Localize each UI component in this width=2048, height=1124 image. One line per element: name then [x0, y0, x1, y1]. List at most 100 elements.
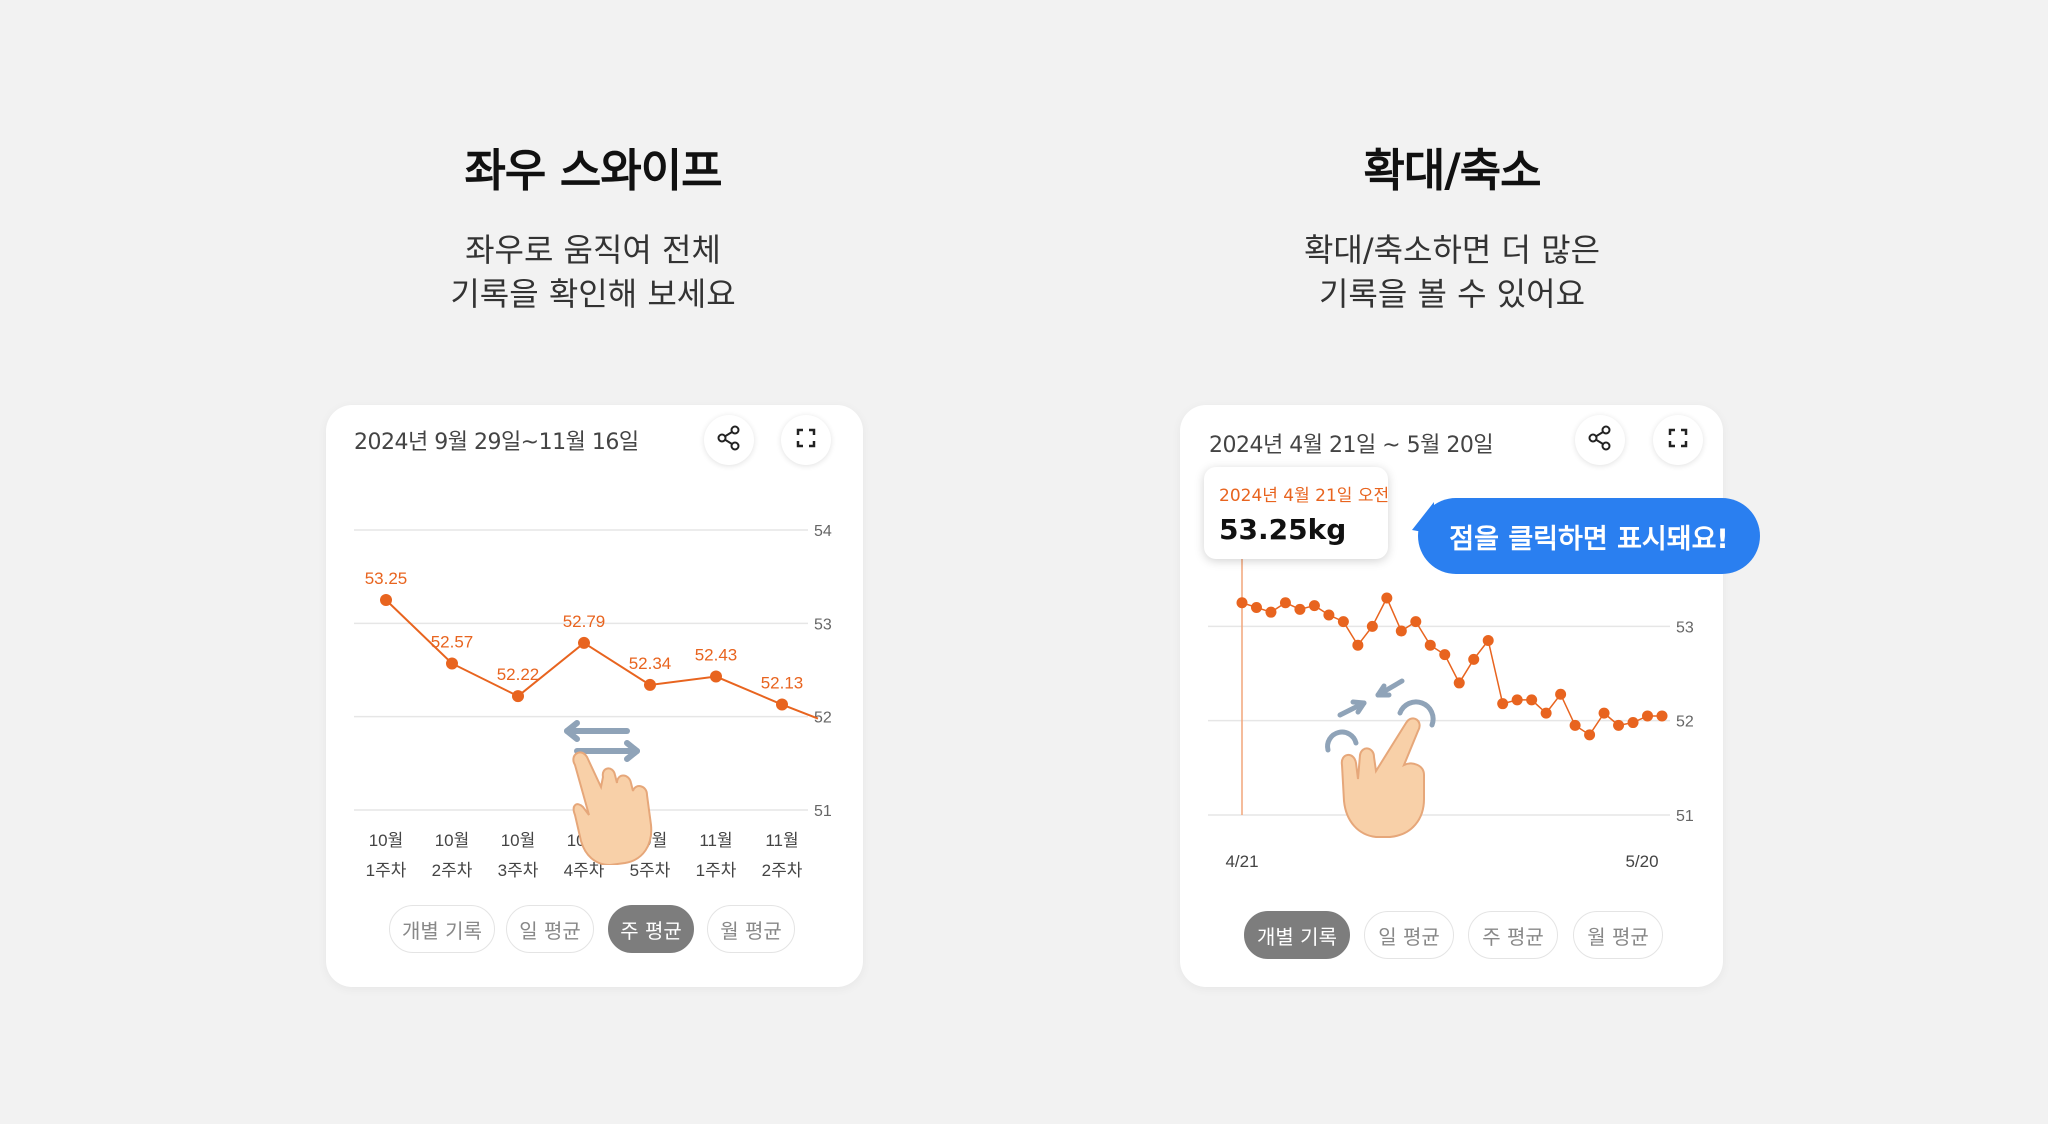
data-point — [1439, 649, 1451, 661]
y-tick-label: 53 — [814, 616, 832, 633]
data-label: 52.79 — [563, 612, 606, 631]
x-tick-label: 4주차 — [564, 861, 605, 880]
data-point — [1381, 592, 1393, 604]
panel-title: 확대/축소 — [1363, 144, 1541, 197]
x-tick-label: 10월 — [369, 831, 404, 850]
data-label: 52.13 — [761, 674, 804, 693]
data-point — [1265, 606, 1277, 618]
date-range-label: 2024년 4월 21일 ~ 5월 20일 — [1209, 433, 1494, 458]
data-point — [776, 698, 788, 711]
y-tick-label: 53 — [1676, 619, 1694, 636]
x-tick-label: 10월 — [501, 831, 536, 850]
data-point — [1410, 616, 1422, 628]
data-point — [1323, 609, 1335, 621]
panel-description: 좌우로 움직여 전체 기록을 확인해 보세요 — [243, 228, 943, 316]
data-point — [1424, 639, 1436, 651]
chart-card: 2024년 4월 21일 ~ 5월 20일 53 52 51 4/21 5/20 202… — [1180, 405, 1723, 987]
expand-button[interactable] — [1653, 415, 1703, 465]
description-line-1: 확대/축소하면 더 많은 — [1303, 231, 1601, 269]
tab-daily-average[interactable]: 일 평균 — [506, 905, 594, 953]
y-tick-label: 51 — [1676, 808, 1694, 825]
date-range-label: 2024년 9월 29일~11월 16일 — [354, 430, 639, 455]
x-tick-label: 1주차 — [366, 861, 407, 880]
hint-bubble: 점을 클릭하면 표시돼요! — [1418, 498, 1760, 574]
tooltip-value: 53.25kg — [1219, 513, 1347, 546]
data-point — [1337, 616, 1349, 628]
data-point — [1627, 717, 1639, 729]
panel-title: 좌우 스와이프 — [464, 144, 722, 197]
data-point — [1468, 653, 1480, 665]
data-point — [1294, 603, 1306, 615]
data-point — [1613, 719, 1625, 731]
tab-monthly-average[interactable]: 월 평균 — [1573, 911, 1663, 959]
x-tick-label: 5/20 — [1625, 852, 1658, 871]
series-line — [385, 599, 819, 720]
description-line-1: 좌우로 움직여 전체 — [465, 231, 721, 269]
y-tick-label: 52 — [814, 710, 832, 727]
individual-records-line-chart[interactable]: 53 52 51 4/21 5/20 — [1180, 405, 1723, 905]
tab-individual[interactable]: 개별 기록 — [1244, 911, 1350, 959]
x-tick-label: 1주차 — [696, 861, 737, 880]
data-label: 52.22 — [497, 665, 540, 684]
data-point — [512, 690, 524, 703]
tab-daily-average[interactable]: 일 평균 — [1364, 911, 1454, 959]
data-point — [1250, 601, 1262, 613]
data-point — [1526, 694, 1538, 706]
chart-card: 2024년 9월 29일~11월 16일 54 53 52 51 53.25 52.57 5… — [326, 405, 863, 987]
data-point — [644, 678, 656, 691]
data-point — [1584, 729, 1596, 741]
expand-button[interactable] — [781, 415, 831, 465]
data-point — [1598, 707, 1610, 719]
data-label: 52.34 — [629, 654, 672, 673]
data-point — [1497, 698, 1509, 710]
x-tick-label: 10월 — [435, 831, 470, 850]
tab-weekly-average[interactable]: 주 평균 — [1468, 911, 1558, 959]
data-label: 52.57 — [431, 632, 474, 651]
data-point — [1366, 620, 1378, 632]
data-point — [1279, 597, 1291, 609]
x-tick-label: 11월 — [765, 831, 798, 850]
x-tick-label: 4/21 — [1225, 852, 1258, 871]
y-tick-label: 52 — [1676, 714, 1694, 731]
data-point — [1482, 634, 1494, 646]
tab-individual[interactable]: 개별 기록 — [389, 905, 495, 953]
expand-icon — [795, 427, 817, 453]
tab-monthly-average[interactable]: 월 평균 — [707, 905, 795, 953]
tab-weekly-average[interactable]: 주 평균 — [608, 905, 694, 953]
data-point — [710, 670, 722, 683]
data-point — [1540, 707, 1552, 719]
data-point-tooltip: 2024년 4월 21일 오전 53.25kg — [1204, 467, 1390, 559]
data-point — [1569, 719, 1581, 731]
panel-description: 확대/축소하면 더 많은 기록을 볼 수 있어요 — [1102, 228, 1802, 316]
data-point — [446, 657, 458, 670]
share-icon — [1587, 425, 1613, 455]
expand-icon — [1667, 427, 1689, 453]
description-line-2: 기록을 볼 수 있어요 — [1318, 275, 1586, 313]
data-point — [1236, 597, 1248, 609]
data-point — [1352, 639, 1364, 651]
data-point — [1308, 600, 1320, 612]
share-button[interactable] — [1575, 415, 1625, 465]
x-tick-label: 11월 — [699, 831, 732, 850]
share-button[interactable] — [704, 415, 754, 465]
description-line-2: 기록을 확인해 보세요 — [450, 275, 736, 313]
swipe-hand-icon — [555, 715, 675, 869]
y-tick-label: 51 — [814, 803, 832, 820]
x-tick-label: 3주차 — [498, 861, 539, 880]
data-label: 53.25 — [365, 569, 408, 588]
y-tick-label: 54 — [814, 523, 832, 540]
data-point — [1511, 694, 1523, 706]
data-label: 52.43 — [695, 646, 738, 665]
data-point — [578, 636, 590, 649]
x-tick-label: 2주차 — [432, 861, 473, 880]
pinch-hand-icon — [1320, 675, 1450, 844]
tooltip-date: 2024년 4월 21일 오전 — [1219, 486, 1390, 506]
data-point — [380, 594, 392, 606]
data-point — [1453, 677, 1465, 689]
data-point — [1395, 625, 1407, 637]
x-tick-label: 5주차 — [630, 861, 671, 880]
share-icon — [716, 425, 742, 455]
data-point — [1642, 710, 1654, 722]
data-point — [1555, 688, 1567, 700]
x-tick-label: 2주차 — [762, 861, 803, 880]
